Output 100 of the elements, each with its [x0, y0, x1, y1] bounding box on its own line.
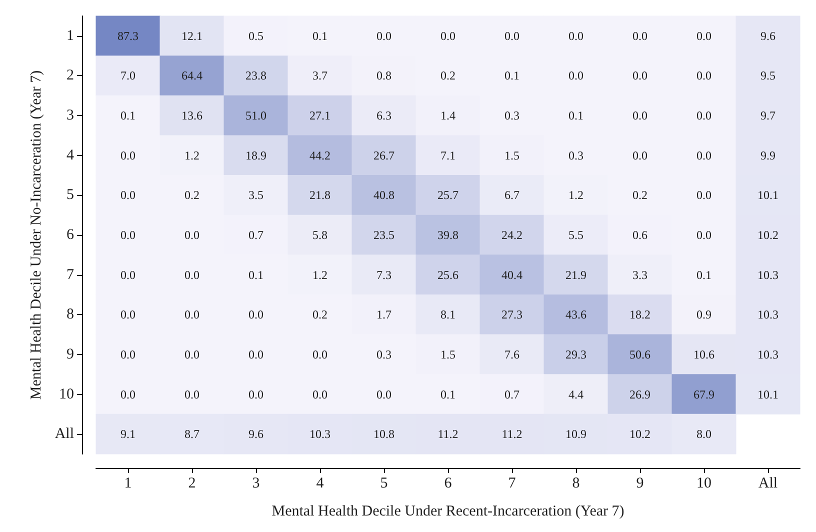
data-label: 67.9: [694, 387, 714, 402]
data-label: 0.0: [696, 228, 712, 242]
x-axis-title: Mental Health Decile Under Recent-Incarceration (Year 7): [272, 504, 624, 520]
data-label: 18.2: [630, 308, 650, 322]
data-label: 3.7: [312, 68, 328, 83]
y-tick-label: All: [54, 426, 74, 442]
data-label: 0.0: [248, 387, 264, 402]
y-tick-label: 6: [66, 227, 74, 243]
data-label: 0.0: [632, 148, 648, 162]
data-label: 50.6: [630, 347, 650, 362]
y-tick-label: 1: [66, 28, 74, 44]
data-label: 27.1: [310, 108, 330, 123]
data-label: 7.0: [120, 68, 136, 83]
data-label: 7.3: [376, 268, 392, 282]
data-label: 25.7: [438, 188, 458, 202]
data-label: 0.0: [120, 347, 136, 362]
data-label: 0.0: [376, 387, 392, 402]
data-label: 9.1: [120, 427, 136, 442]
data-label: 0.0: [120, 387, 136, 402]
data-label: 0.0: [632, 108, 648, 123]
data-label: 0.0: [184, 308, 200, 322]
y-tick-label: 3: [66, 108, 74, 124]
data-label: 0.1: [696, 268, 712, 282]
data-label: 23.5: [374, 228, 394, 242]
data-label: 10.3: [310, 427, 330, 442]
data-label: 1.5: [504, 148, 520, 162]
y-axis-title: Mental Health Decile Under No-Incarceration (Year 7): [28, 70, 44, 400]
data-label: 9.9: [760, 148, 776, 162]
data-label: 0.0: [696, 108, 712, 123]
data-label: 10.3: [758, 347, 778, 362]
data-label: 0.0: [184, 347, 200, 362]
data-label: 10.3: [758, 308, 778, 322]
data-label: 0.6: [632, 228, 648, 242]
x-tick-label: All: [758, 476, 778, 492]
data-label: 51.0: [246, 108, 266, 123]
x-tick-label: 1: [124, 476, 132, 492]
data-label: 0.0: [376, 28, 392, 43]
data-label: 1.5: [440, 347, 456, 362]
data-label: 0.0: [312, 387, 328, 402]
x-tick-label: 8: [572, 476, 580, 492]
data-label: 10.2: [758, 228, 778, 242]
data-label: 0.8: [376, 68, 392, 83]
data-label: 0.0: [120, 268, 136, 282]
data-label: 8.1: [440, 308, 456, 322]
data-label: 9.6: [760, 28, 776, 43]
data-label: 0.0: [440, 28, 456, 43]
x-tick-label: 3: [252, 476, 260, 492]
data-label: 1.2: [312, 268, 328, 282]
data-label: 0.0: [504, 28, 520, 43]
y-tick-label: 7: [66, 266, 74, 283]
data-label: 1.7: [376, 308, 392, 322]
data-label: 8.0: [696, 427, 712, 442]
x-tick-label: 6: [444, 476, 452, 492]
data-label: 10.1: [758, 188, 778, 202]
data-label: 6.7: [504, 188, 520, 202]
data-label: 8.7: [184, 427, 200, 442]
data-label: 9.5: [760, 68, 776, 83]
data-label: 21.9: [566, 268, 586, 282]
data-label: 0.1: [248, 268, 264, 282]
data-label: 0.0: [312, 347, 328, 362]
data-label: 0.5: [248, 28, 264, 43]
data-label: 0.1: [120, 108, 136, 123]
data-label: 9.6: [248, 427, 264, 442]
data-label: 26.7: [374, 148, 394, 162]
data-label: 0.3: [504, 108, 520, 123]
y-tick-label: 9: [66, 346, 74, 362]
data-label: 0.0: [696, 28, 712, 43]
x-tick-label: 9: [636, 476, 644, 492]
data-label: 1.2: [568, 188, 584, 202]
x-tick-label: 5: [380, 476, 388, 492]
data-label: 10.8: [374, 427, 394, 442]
data-label: 0.3: [568, 148, 584, 162]
data-label: 0.0: [568, 68, 584, 83]
y-tick-label: 2: [66, 68, 74, 84]
data-label: 0.2: [440, 68, 456, 83]
data-label: 0.9: [696, 308, 712, 322]
data-label: 40.4: [502, 268, 522, 282]
data-label: 10.2: [630, 427, 650, 442]
data-label: 7.1: [440, 148, 456, 162]
data-label: 0.0: [568, 28, 584, 43]
data-label: 0.0: [120, 148, 136, 162]
data-label: 13.6: [182, 108, 202, 123]
data-label: 3.3: [632, 268, 648, 282]
x-tick-label: 2: [188, 476, 196, 492]
data-label: 0.0: [248, 308, 264, 322]
data-label: 10.3: [758, 268, 778, 282]
data-label: 7.6: [504, 347, 520, 362]
data-label: 1.4: [440, 108, 456, 123]
data-label: 0.0: [184, 387, 200, 402]
data-label: 24.2: [502, 228, 522, 242]
data-label: 5.5: [568, 228, 584, 242]
data-label: 25.6: [438, 268, 458, 282]
data-label: 1.2: [184, 148, 200, 162]
data-label: 0.2: [184, 188, 200, 202]
data-label: 0.0: [696, 148, 712, 162]
data-label: 0.0: [120, 308, 136, 322]
data-label: 11.2: [438, 427, 458, 442]
data-label: 5.8: [312, 228, 328, 242]
data-label: 0.1: [568, 108, 584, 123]
data-label: 9.7: [760, 108, 776, 123]
